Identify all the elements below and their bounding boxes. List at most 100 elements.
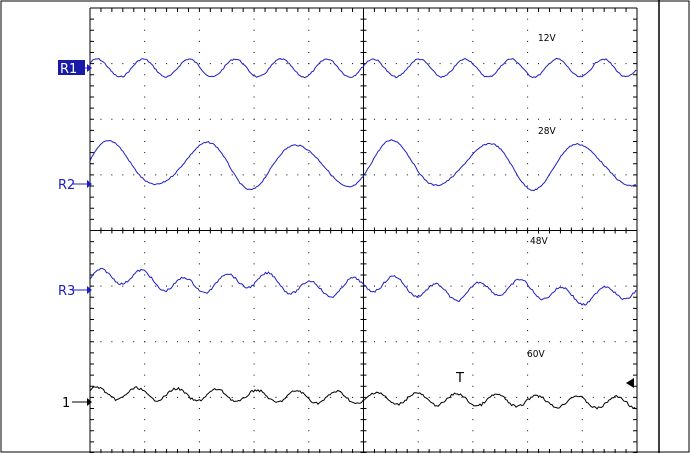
grid-dot — [100, 63, 102, 65]
grid-dot — [133, 118, 135, 120]
grid-dot — [341, 118, 343, 120]
grid-dot — [144, 352, 146, 354]
grid-dot — [548, 396, 550, 398]
grid-dot — [581, 352, 583, 354]
grid-dot — [494, 341, 496, 343]
grid-dot — [417, 207, 419, 209]
grid-dot — [472, 40, 474, 42]
grid-dot — [198, 285, 200, 287]
grid-dot — [308, 307, 310, 309]
grid-dot — [198, 307, 200, 309]
grid-dot — [198, 363, 200, 365]
graticule — [89, 7, 638, 453]
grid-dot — [253, 263, 255, 265]
grid-dot — [538, 341, 540, 343]
grid-dot — [209, 118, 211, 120]
grid-dot — [253, 396, 255, 398]
trigger-marker: T — [455, 371, 464, 386]
grid-dot — [144, 29, 146, 31]
grid-dot — [198, 296, 200, 298]
grid-dot — [144, 274, 146, 276]
grid-dot — [253, 385, 255, 387]
grid-dot — [253, 218, 255, 220]
grid-dot — [472, 74, 474, 76]
grid-dot — [144, 18, 146, 20]
grid-dot — [177, 285, 179, 287]
grid-dot — [417, 319, 419, 320]
channel-label-1: 1 — [62, 396, 70, 411]
grid-dot — [198, 374, 200, 376]
grid-dot — [494, 396, 496, 398]
grid-dot — [450, 118, 452, 120]
grid-dot — [144, 285, 146, 287]
grid-dot — [527, 374, 529, 376]
trace-r1 — [89, 57, 637, 79]
grid-dot — [417, 396, 419, 398]
grid-dot — [187, 118, 189, 120]
grid-dot — [516, 285, 518, 287]
grid-dot — [111, 174, 113, 176]
grid-dot — [111, 341, 113, 343]
grid-dot — [297, 341, 299, 343]
trigger-level-arrow — [626, 378, 634, 388]
grid-dot — [494, 118, 496, 120]
grid-dot — [428, 341, 430, 343]
grid-dot — [308, 40, 310, 42]
grid-dot — [177, 396, 179, 398]
grid-dot — [581, 152, 583, 154]
grid-dot — [177, 118, 179, 120]
grid-dot — [242, 285, 244, 287]
grid-dot — [352, 341, 354, 343]
grid-dot — [144, 430, 146, 432]
grid-dot — [581, 174, 583, 176]
grid-dot — [242, 63, 244, 65]
grid-dot — [308, 174, 310, 176]
grid-dot — [198, 63, 200, 65]
grid-dot — [122, 118, 124, 120]
voltage-label-r1: 12V — [538, 33, 556, 44]
grid-dot — [187, 396, 189, 398]
grid-dot — [144, 185, 146, 187]
grid-dot — [308, 118, 310, 120]
grid-dot — [527, 196, 529, 198]
grid-dot — [527, 185, 529, 187]
grid-dot — [527, 40, 529, 42]
grid-dot — [417, 363, 419, 365]
grid-dot — [100, 341, 102, 343]
grid-dot — [198, 152, 200, 154]
grid-dot — [581, 96, 583, 98]
grid-dot — [417, 374, 419, 376]
grid-dot — [625, 396, 627, 398]
grid-dot — [144, 319, 146, 320]
grid-dot — [100, 396, 102, 398]
grid-dot — [472, 196, 474, 198]
grid-dot — [395, 285, 397, 287]
grid-dot — [253, 252, 255, 254]
grid-dot — [472, 141, 474, 142]
grid-dot — [275, 118, 277, 120]
grid-dot — [264, 118, 266, 120]
grid-dot — [231, 285, 233, 287]
grid-dot — [253, 241, 255, 243]
trace-r2 — [89, 139, 637, 192]
grid-dot — [559, 118, 561, 120]
grid-dot — [308, 296, 310, 298]
grid-dot — [198, 174, 200, 176]
grid-dot — [253, 129, 255, 131]
grid-dot — [395, 341, 397, 343]
grid-dot — [187, 63, 189, 65]
grid-dot — [384, 174, 386, 176]
grid-dot — [581, 218, 583, 220]
grid-dot — [472, 29, 474, 31]
grid-dot — [472, 330, 474, 332]
grid-dot — [155, 174, 157, 176]
grid-dot — [483, 174, 485, 176]
grid-dot — [198, 241, 200, 243]
grid-dot — [242, 396, 244, 398]
grid-dot — [581, 252, 583, 254]
grid-dot — [417, 341, 419, 343]
grid-dot — [253, 141, 255, 142]
grid-dot — [406, 118, 408, 120]
grid-dot — [581, 40, 583, 42]
grid-dot — [100, 118, 102, 120]
